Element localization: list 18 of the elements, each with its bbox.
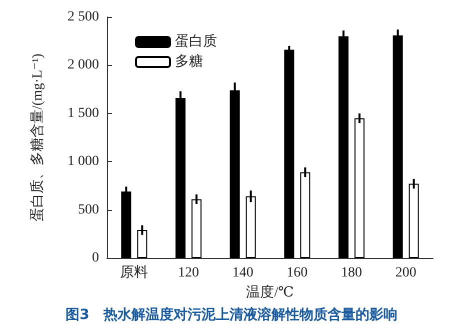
text: 图3 热水解温度对污泥上清液溶解性物质含量的影响: [66, 306, 398, 323]
x-axis-title: 温度/℃: [246, 284, 294, 300]
x-tick-label: 180: [341, 266, 362, 280]
y-tick-label: 2 500: [68, 10, 99, 24]
x-tick-label: 原料: [120, 264, 148, 280]
y-tick-label: 2 000: [68, 58, 99, 73]
bar: [284, 50, 294, 258]
legend-label: 蛋白质: [175, 34, 217, 50]
x-tick-label: 160: [286, 266, 308, 280]
y-tick-label: 500: [78, 202, 99, 218]
x-tick-label: 120: [178, 266, 199, 280]
legend-label: 多糖: [175, 54, 203, 70]
y-axis-title: 蛋白质、多糖含量/(mg·L⁻¹): [30, 53, 46, 222]
y-tick-label: 1 500: [68, 106, 99, 121]
y-tick-label: 0: [92, 250, 99, 266]
x-tick-label: 200: [395, 266, 416, 280]
x-tick-label: 140: [232, 266, 254, 280]
y-tick-label: 1 000: [68, 154, 99, 170]
